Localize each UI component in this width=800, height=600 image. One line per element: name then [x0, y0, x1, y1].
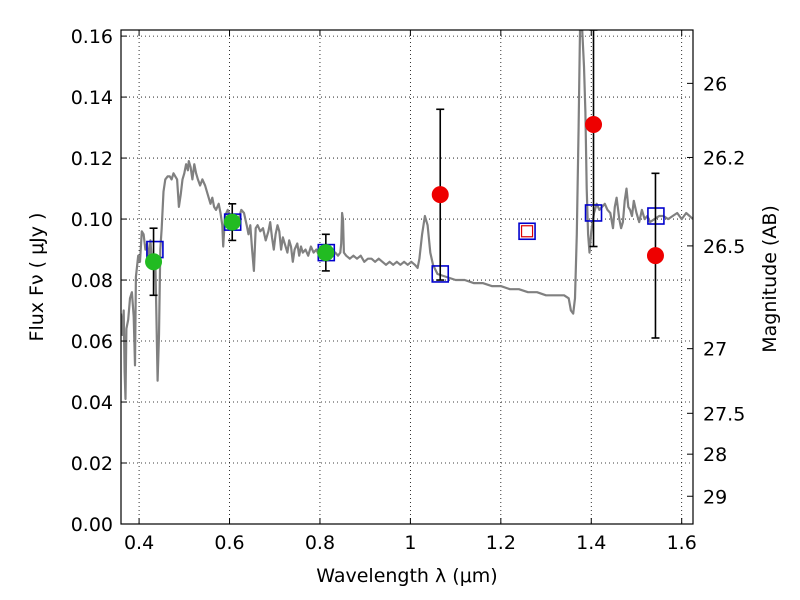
- model-photometry-square: [518, 222, 536, 241]
- observed-flux-point: [223, 213, 241, 231]
- x-tick-label: 0.4: [124, 532, 154, 554]
- x-tick-label: 0.8: [305, 532, 335, 554]
- y2-axis-label: Magnitude (AB): [759, 205, 781, 353]
- x-tick-label: 0.6: [214, 532, 244, 554]
- y2-tick-label: 27.5: [703, 403, 745, 425]
- grid-lines: [121, 30, 693, 524]
- x-tick-label: 1.2: [486, 532, 516, 554]
- y-tick-label: 0.06: [71, 331, 113, 353]
- y2-tick-label: 28: [703, 444, 727, 466]
- x-tick-label: 1.4: [576, 532, 606, 554]
- plot-background: [121, 30, 693, 524]
- y2-tick-label: 27: [703, 339, 727, 361]
- y-tick-label: 0.04: [71, 392, 113, 414]
- y-tick-label: 0.16: [71, 26, 113, 48]
- y-tick-label: 0.08: [71, 270, 113, 292]
- y2-tick-label: 26: [703, 73, 727, 95]
- y2-tick-label: 26.2: [703, 147, 745, 169]
- series-layer: [121, 30, 693, 401]
- y-axis-label: Flux Fν ( μJy ): [26, 213, 48, 342]
- observed-flux-point: [585, 116, 603, 134]
- observed-flux-point: [145, 253, 163, 271]
- y-tick-label: 0.02: [71, 453, 113, 475]
- x-axis-label: Wavelength λ (μm): [316, 565, 497, 587]
- observed-flux-point: [431, 186, 449, 204]
- plot-frame: [120, 29, 694, 525]
- y-tick-label: 0.10: [71, 209, 113, 231]
- y-tick-label: 0.00: [71, 514, 113, 536]
- axis-ticks: 0.4 0.6 0.8 1 1.2 1.4 1.6 0.00 0.02 0.04 0.06 0.08 0…: [71, 26, 746, 554]
- y-tick-label: 0.12: [71, 148, 113, 170]
- y2-tick-label: 26.5: [703, 236, 745, 258]
- y-tick-label: 0.14: [71, 87, 113, 109]
- x-tick-label: 1: [404, 532, 416, 554]
- x-tick-label: 1.6: [667, 532, 697, 554]
- y2-tick-label: 29: [703, 486, 727, 508]
- observed-flux-point: [317, 244, 335, 262]
- observed-flux-point: [646, 247, 664, 265]
- model-photometry-inner-square: [520, 225, 534, 238]
